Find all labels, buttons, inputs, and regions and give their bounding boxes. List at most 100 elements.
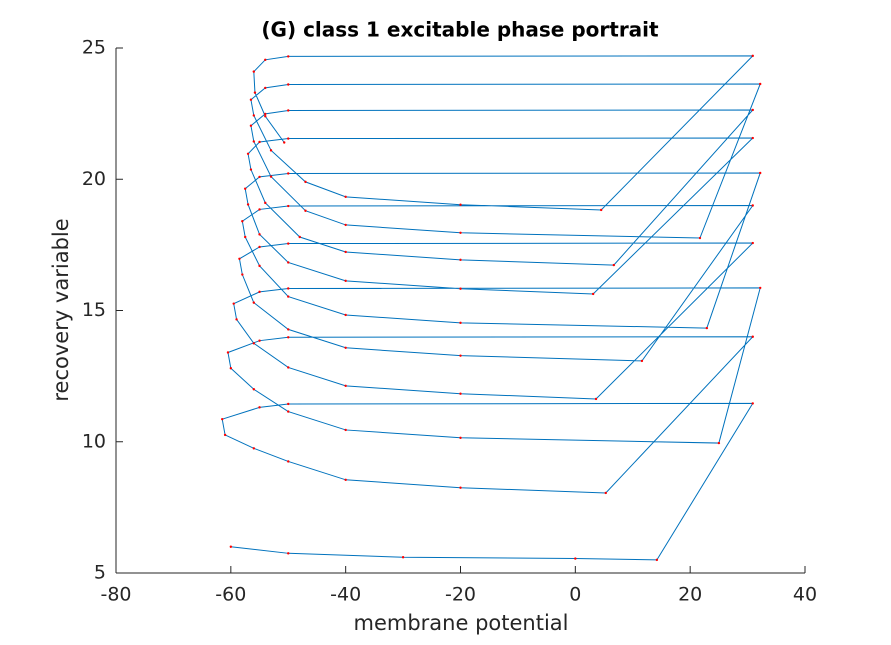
point-marker [594, 397, 598, 401]
point-marker [344, 313, 347, 317]
y-axis-label: recovery variable [49, 218, 73, 401]
point-marker [287, 109, 290, 112]
point-marker [459, 287, 462, 290]
chart-title: (G) class 1 excitable phase portrait [261, 18, 659, 42]
point-marker [249, 124, 253, 127]
point-marker [229, 367, 233, 370]
point-marker [252, 140, 255, 143]
trajectory-line [221, 55, 761, 561]
point-marker [459, 486, 462, 489]
point-marker [698, 236, 702, 240]
point-marker [344, 250, 347, 254]
x-tick-label: 40 [793, 584, 817, 606]
point-marker [655, 558, 659, 562]
point-marker [287, 336, 290, 339]
x-tick-label: 0 [569, 584, 581, 606]
point-marker [459, 436, 462, 440]
point-marker [705, 326, 709, 330]
point-marker [287, 83, 290, 86]
point-marker [264, 201, 267, 205]
point-marker [751, 241, 754, 245]
point-marker [459, 321, 462, 325]
point-marker [759, 286, 762, 290]
point-marker [344, 195, 347, 199]
point-marker [591, 292, 595, 296]
point-marker [287, 261, 290, 264]
point-marker [249, 98, 253, 101]
point-marker [604, 491, 607, 495]
point-marker [241, 273, 244, 276]
point-marker [759, 82, 762, 86]
x-tick-label: -20 [445, 584, 476, 606]
point-marker [253, 91, 257, 94]
point-marker [459, 258, 462, 262]
point-marker [287, 460, 290, 463]
x-tick-label: -80 [100, 584, 131, 606]
point-marker [238, 257, 241, 260]
point-marker [252, 447, 255, 450]
point-marker [252, 342, 255, 345]
point-marker [287, 172, 290, 175]
point-marker [287, 242, 290, 245]
y-tick-label: 20 [82, 168, 106, 190]
point-marker [344, 279, 347, 283]
point-marker [344, 346, 347, 349]
point-marker [241, 220, 244, 223]
point-marker [252, 70, 255, 73]
point-marker [258, 264, 261, 268]
point-marker [751, 108, 754, 112]
point-marker [574, 557, 577, 560]
point-marker [258, 140, 261, 144]
point-marker [759, 171, 762, 175]
point-marker [287, 295, 290, 298]
point-marker [304, 209, 307, 212]
point-marker [252, 114, 255, 117]
point-marker [717, 441, 721, 445]
point-marker [287, 287, 290, 290]
y-tick-label: 10 [82, 430, 106, 452]
point-marker [459, 203, 462, 206]
point-marker [287, 410, 290, 413]
point-marker [344, 428, 347, 432]
point-marker [221, 417, 224, 421]
point-marker [252, 388, 255, 391]
point-marker [287, 366, 290, 369]
y-tick-label: 5 [94, 562, 106, 584]
point-marker [226, 351, 230, 354]
point-marker [235, 318, 238, 321]
point-marker [243, 235, 247, 239]
point-marker [264, 86, 267, 90]
point-marker [258, 233, 261, 236]
point-marker [243, 187, 247, 190]
point-marker [459, 392, 462, 395]
point-marker [287, 137, 290, 140]
point-marker [258, 175, 261, 179]
point-marker [246, 203, 250, 206]
point-marker [751, 54, 754, 58]
point-marker [283, 141, 286, 144]
point-marker [298, 235, 301, 239]
point-marker [287, 55, 290, 58]
point-marker [223, 433, 227, 437]
point-marker [269, 175, 273, 178]
point-marker [751, 402, 754, 405]
point-marker [599, 208, 603, 212]
point-marker [751, 204, 754, 207]
point-marker [751, 335, 754, 338]
point-marker [264, 112, 267, 116]
point-marker [751, 136, 754, 140]
point-marker [269, 149, 273, 152]
point-marker [264, 58, 267, 62]
x-tick-label: 20 [678, 584, 702, 606]
point-marker [344, 478, 347, 482]
point-marker [258, 290, 261, 294]
point-marker [258, 339, 261, 342]
point-marker [459, 231, 462, 234]
y-tick-label: 15 [82, 299, 106, 321]
point-marker [287, 328, 290, 331]
point-marker [401, 556, 405, 559]
x-tick-label: -60 [215, 584, 246, 606]
